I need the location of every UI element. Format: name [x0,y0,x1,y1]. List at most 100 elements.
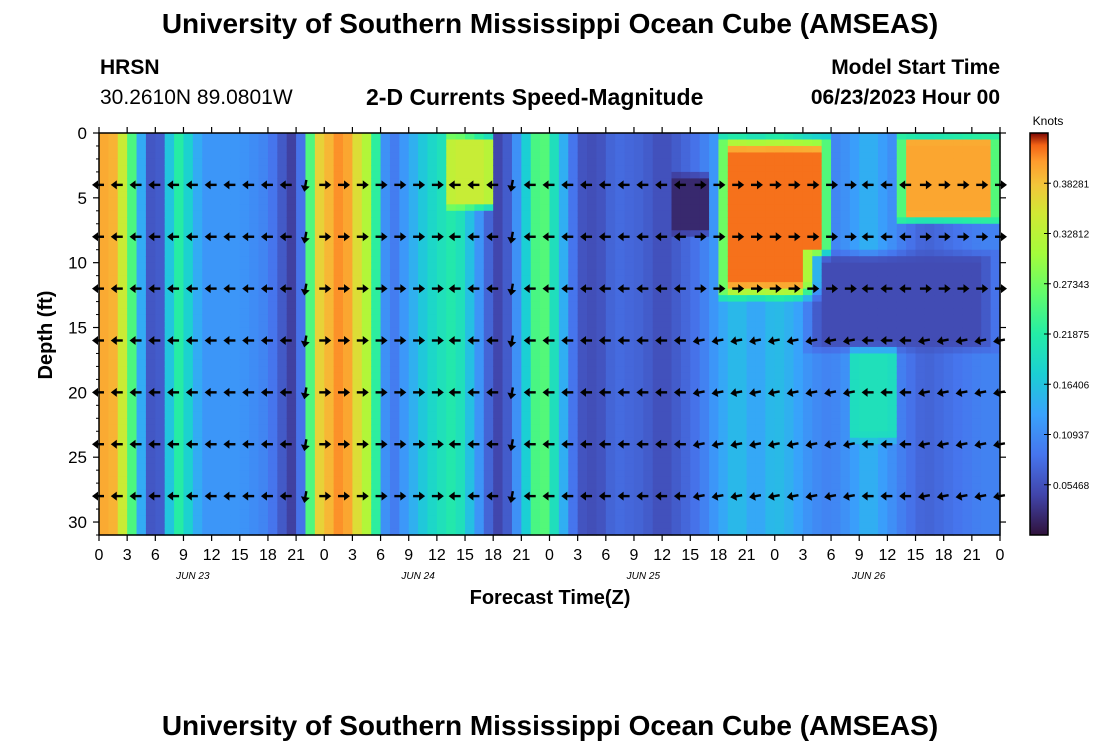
heatmap-cell [418,372,429,380]
heatmap-cell [117,457,128,465]
heatmap-cell [324,308,335,316]
heatmap-cell [493,346,504,355]
heatmap-cell [502,372,513,380]
heatmap-cell [155,217,166,225]
heatmap-cell [784,334,795,342]
heatmap-cell [314,139,325,147]
heatmap-cell [502,133,513,141]
heatmap-cell [765,340,776,348]
heatmap-cell [493,191,504,199]
heatmap-cell [483,483,494,491]
heatmap-cell [746,515,757,523]
heatmap-cell [343,301,354,309]
heatmap-cell [399,210,410,218]
heatmap-cell [784,184,795,192]
heatmap-cell [239,204,250,212]
heatmap-cell [221,165,231,173]
heatmap-cell [502,392,513,400]
heatmap-cell [652,528,663,536]
heatmap-cell [793,444,804,452]
heatmap-cell [145,398,156,406]
heatmap-cell [587,249,598,257]
heatmap-cell [755,158,766,167]
heatmap-cell [680,197,691,205]
heatmap-cell [465,528,476,536]
heatmap-cell [502,210,513,218]
heatmap-cell [399,418,410,426]
heatmap-cell [765,275,776,283]
heatmap-cell [427,236,438,244]
heatmap-cell [258,463,269,471]
heatmap-cell [324,437,335,445]
heatmap-cell [793,295,804,303]
heatmap-cell [314,366,325,374]
heatmap-cell [624,314,635,322]
heatmap-cell [343,184,354,192]
heatmap-cell [793,359,804,368]
heatmap-cell [136,392,147,400]
heatmap-cell [296,470,307,478]
heatmap-cell [314,243,325,251]
heatmap-cell [183,385,194,393]
heatmap-cell [465,483,476,491]
heatmap-cell [549,431,560,439]
heatmap-cell [361,450,372,458]
heatmap-cell [136,152,147,160]
heatmap-cell [483,321,494,329]
heatmap-cell [577,411,588,419]
heatmap-cell [549,359,560,368]
heatmap-cell [831,450,842,458]
heatmap-cell [145,509,156,517]
heatmap-cell [493,489,504,497]
heatmap-cell [239,165,250,173]
heatmap-cell [624,327,635,335]
heatmap-cell [343,223,354,231]
heatmap-cell [155,262,166,270]
heatmap-cell [718,509,729,517]
heatmap-cell [249,145,260,154]
heatmap-cell [230,502,241,510]
heatmap-cell [211,178,222,186]
heatmap-cell [117,256,128,264]
heatmap-cell [727,230,738,238]
heatmap-cell [746,256,757,264]
heatmap-cell [380,295,391,303]
heatmap-cell [127,327,138,335]
heatmap-cell [239,470,250,478]
heatmap-cell [108,509,119,517]
heatmap-cell [108,269,119,277]
heatmap-cell [380,463,391,471]
heatmap-cell [690,191,701,199]
heatmap-cell [164,470,175,478]
heatmap-cell [333,158,344,167]
heatmap-cell [831,489,842,497]
heatmap-cell [549,450,560,458]
heatmap-cell [174,515,185,523]
heatmap-cell [267,210,278,218]
heatmap-cell [530,346,541,355]
heatmap-cell [633,444,644,452]
heatmap-cell [380,282,391,290]
heatmap-cell [530,152,541,160]
heatmap-cell [314,152,325,160]
heatmap-cell [145,230,156,238]
heatmap-cell [108,489,119,497]
heatmap-cell [624,437,635,445]
heatmap-cell [662,515,673,523]
heatmap-cell [643,217,654,225]
heatmap-cell [540,366,551,374]
heatmap-cell [465,515,476,523]
heatmap-cell [727,334,738,342]
heatmap-cell [662,256,673,264]
heatmap-cell [577,191,588,199]
heatmap-cell [784,210,795,218]
heatmap-cell [399,515,410,523]
heatmap-cell [784,217,795,225]
heatmap-cell [737,301,748,309]
heatmap-cell [493,418,504,426]
heatmap-cell [831,405,842,413]
heatmap-cell [558,288,569,296]
heatmap-cell [483,457,494,465]
heatmap-cell [155,398,166,406]
heatmap-cell [343,496,354,504]
